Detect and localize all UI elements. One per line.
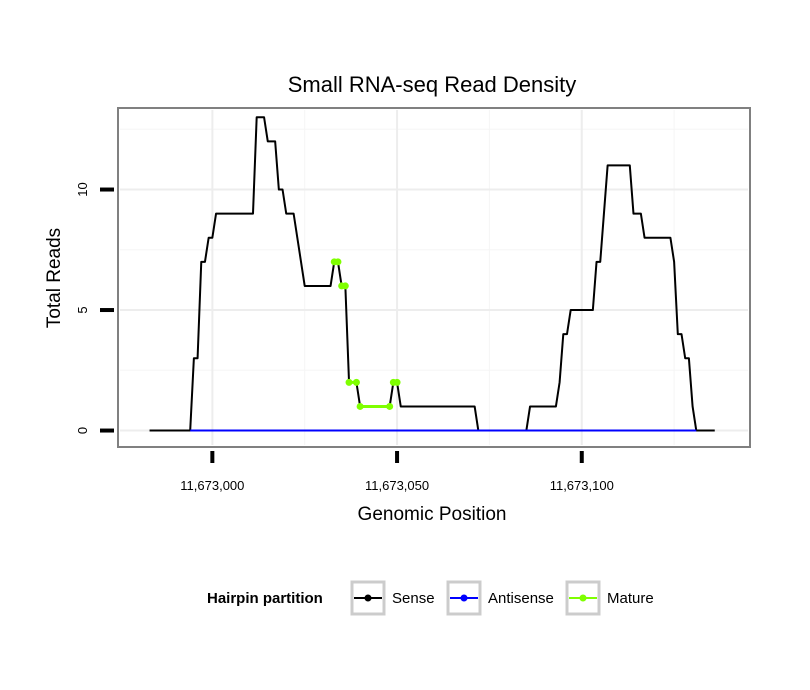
- y-tick-label-1: 5: [75, 306, 90, 313]
- chart-title: Small RNA-seq Read Density: [288, 72, 577, 97]
- legend-item-mature: Mature: [565, 580, 654, 616]
- y-tick-label-2: 10: [75, 182, 90, 196]
- x-tick-label-2: 11,673,100: [550, 478, 614, 493]
- legend-dot-sense: [364, 594, 372, 602]
- legend: Hairpin partition Sense Antisense Mature: [207, 580, 654, 616]
- series-point-mature-4-1: [393, 378, 401, 386]
- y-tick-label-0: 0: [75, 427, 90, 434]
- series-point-mature-2-1: [352, 378, 360, 386]
- series-point-mature-1-1: [341, 282, 349, 290]
- x-tick-label-1: 11,673,050: [365, 478, 429, 493]
- legend-item-antisense: Antisense: [446, 580, 554, 616]
- axis-layer: 11,673,000 11,673,050 11,673,100 0 5 10: [75, 182, 614, 493]
- x-axis-title: Genomic Position: [358, 504, 507, 525]
- legend-title: Hairpin partition: [207, 590, 323, 607]
- legend-label-sense: Sense: [392, 590, 435, 607]
- y-axis-title: Total Reads: [44, 228, 65, 328]
- series-point-mature-2-0: [345, 378, 353, 386]
- legend-item-sense: Sense: [350, 580, 435, 616]
- plot-panel: [117, 107, 751, 448]
- legend-dot-antisense: [460, 594, 468, 602]
- series-layer: [149, 116, 715, 432]
- legend-label-mature: Mature: [607, 590, 654, 607]
- series-point-mature-3-0: [356, 402, 364, 410]
- series-point-mature-3-1: [386, 402, 394, 410]
- x-tick-label-0: 11,673,000: [180, 478, 244, 493]
- legend-label-antisense: Antisense: [488, 590, 554, 607]
- series-point-mature-0-1: [334, 258, 342, 266]
- legend-dot-mature: [579, 594, 587, 602]
